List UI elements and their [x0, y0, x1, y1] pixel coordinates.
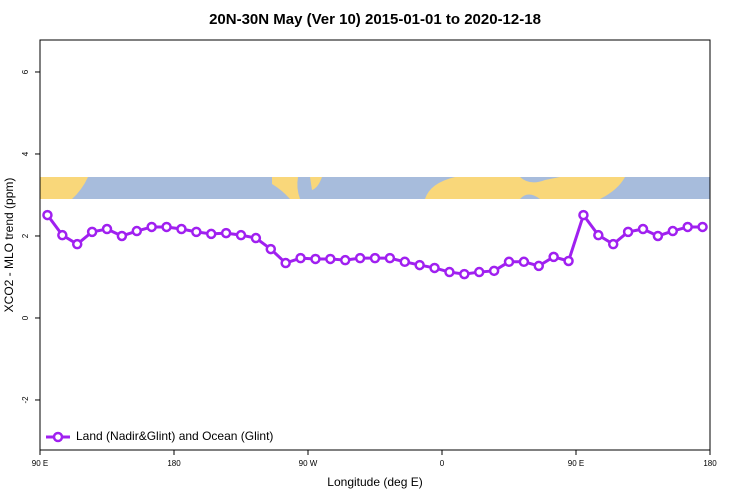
data-point — [369, 252, 381, 264]
legend-label: Land (Nadir&Glint) and Ocean (Glint) — [76, 429, 273, 443]
x-tick-label: 180 — [703, 459, 717, 468]
data-point — [339, 254, 351, 266]
data-point — [578, 209, 589, 221]
data-point — [444, 266, 455, 278]
data-point — [414, 259, 425, 271]
y-tick-label: 6 — [21, 69, 30, 74]
data-point — [325, 253, 336, 265]
legend-marker — [52, 431, 64, 443]
data-point — [354, 252, 366, 264]
data-point — [563, 255, 574, 267]
data-point — [518, 256, 530, 268]
data-point — [101, 223, 113, 235]
data-point — [191, 226, 202, 238]
data-point — [697, 221, 708, 233]
y-tick-label: 0 — [21, 315, 30, 320]
map-strip — [40, 177, 710, 199]
data-point — [131, 225, 143, 237]
data-point — [399, 256, 411, 268]
data-point — [593, 229, 604, 241]
data-point — [533, 260, 545, 272]
y-tick-label: 4 — [21, 151, 30, 156]
data-point — [310, 253, 321, 265]
data-point — [42, 209, 53, 221]
data-point — [652, 230, 664, 242]
x-tick-label: 0 — [440, 459, 445, 468]
data-point — [265, 243, 277, 255]
data-line — [46, 211, 703, 276]
data-point — [146, 221, 157, 233]
data-point — [116, 230, 128, 242]
data-point — [473, 266, 485, 278]
data-point — [667, 225, 679, 237]
data-point — [295, 252, 306, 264]
x-axis-label: Longitude (deg E) — [327, 475, 422, 489]
data-point — [235, 229, 247, 241]
chart-title: 20N-30N May (Ver 10) 2015-01-01 to 2020-… — [209, 11, 541, 28]
data-point — [682, 221, 693, 233]
data-point — [384, 252, 396, 264]
x-tick-label: 180 — [167, 459, 181, 468]
y-axis-label: XCO2 - MLO trend (ppm) — [2, 178, 16, 313]
data-point — [622, 226, 634, 238]
data-point — [488, 265, 500, 277]
data-point — [57, 229, 68, 241]
y-tick-label: -2 — [21, 396, 30, 404]
data-point — [280, 257, 291, 269]
data-point — [71, 238, 83, 250]
data-point — [548, 251, 559, 263]
data-point — [637, 223, 649, 235]
x-tick-label: 90 W — [299, 459, 318, 468]
data-point — [607, 238, 619, 250]
data-point — [250, 232, 262, 244]
data-point — [205, 228, 217, 240]
data-point — [220, 227, 232, 239]
data-point — [503, 256, 515, 268]
data-point — [161, 221, 172, 233]
plot-frame — [39, 39, 711, 451]
data-point — [429, 262, 440, 274]
y-tick-label: 2 — [21, 233, 30, 238]
data-point — [459, 268, 470, 280]
x-tick-label: 90 E — [568, 459, 584, 468]
data-point — [176, 223, 187, 235]
x-tick-label: 90 E — [32, 459, 48, 468]
data-point — [86, 226, 98, 238]
